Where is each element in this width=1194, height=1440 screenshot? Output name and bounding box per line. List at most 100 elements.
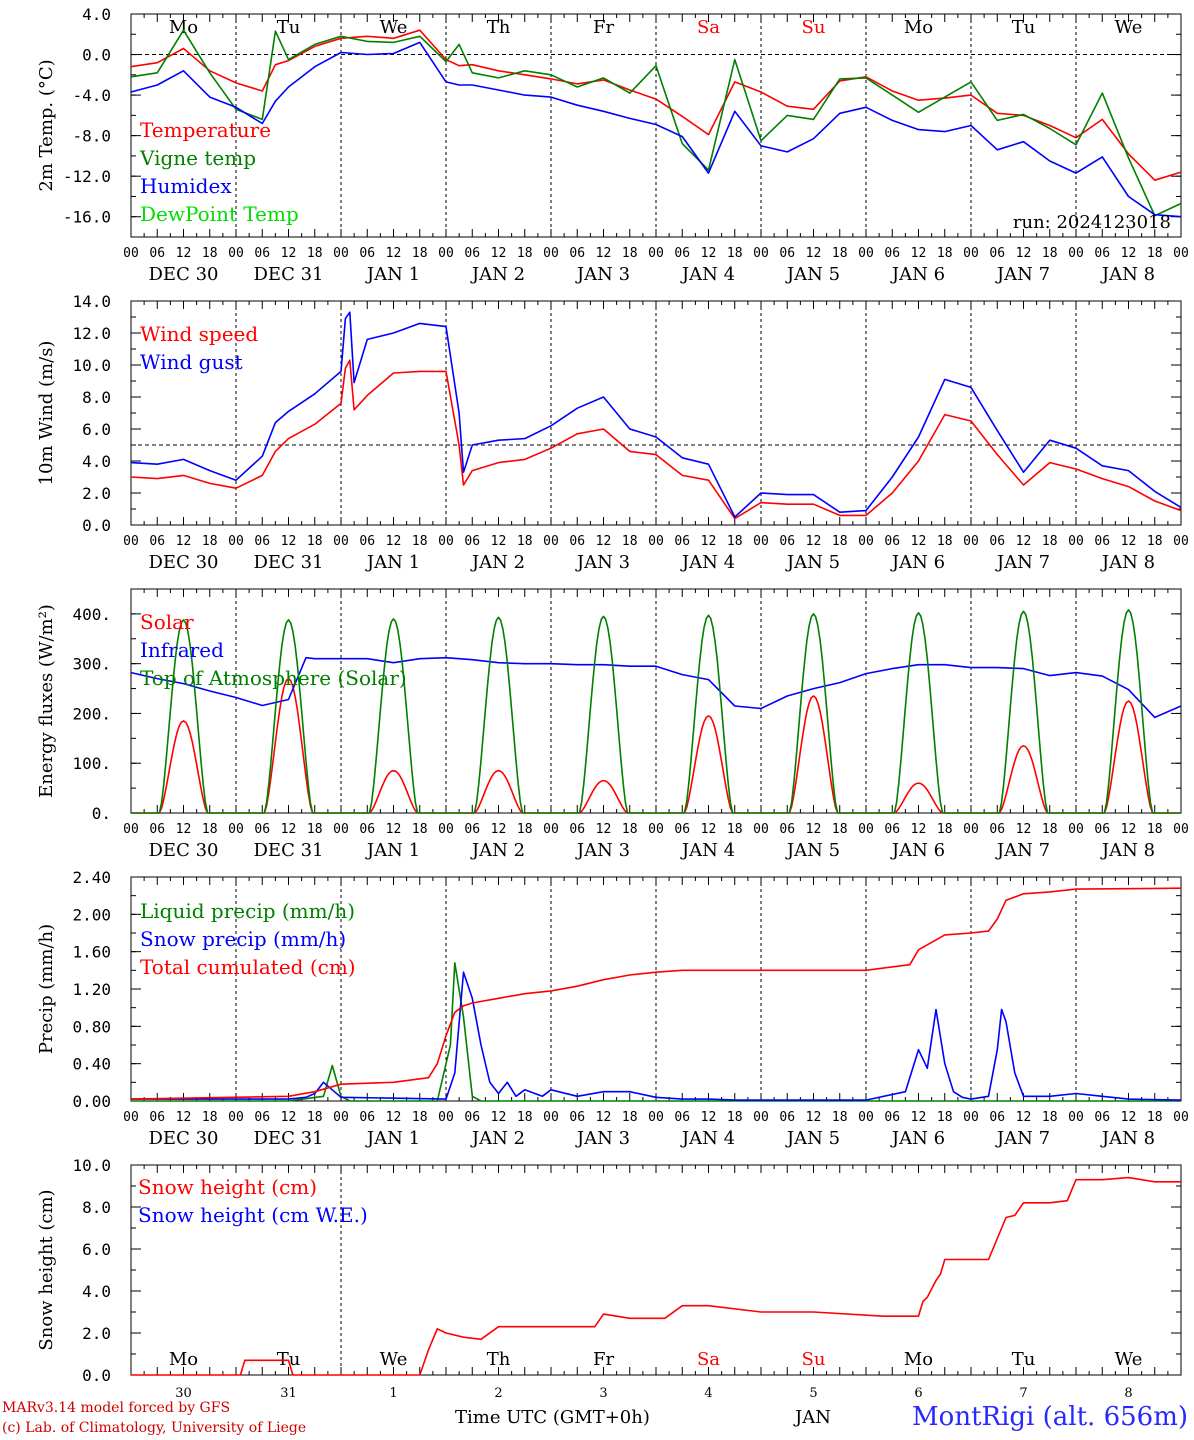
hour-tick-label: 06 (989, 534, 1005, 549)
date-label: DEC 30 (149, 264, 219, 285)
weekday-label: Su (802, 17, 826, 38)
y-tick-label: 4.0 (82, 1282, 111, 1301)
y-tick-label: 1.60 (72, 943, 111, 962)
date-label: JAN 8 (1100, 840, 1155, 861)
hour-tick-label: 00 (123, 246, 139, 261)
day-number-label: 30 (175, 1386, 192, 1401)
hour-tick-label: 00 (123, 1110, 139, 1125)
hour-tick-label: 12 (491, 822, 507, 837)
hour-tick-label: 00 (963, 246, 979, 261)
legend-entry: Wind gust (140, 350, 243, 374)
hour-tick-label: 00 (1068, 822, 1084, 837)
hour-tick-label: 06 (569, 246, 585, 261)
legend-entry: Infrared (140, 638, 224, 662)
hour-tick-label: 06 (254, 1110, 270, 1125)
day-number-label: 31 (280, 1386, 297, 1401)
weekday-label: We (1115, 1349, 1143, 1370)
hour-tick-label: 18 (1042, 1110, 1058, 1125)
hour-tick-label: 00 (543, 246, 559, 261)
date-label: JAN 2 (470, 264, 525, 285)
weekday-label: Tu (1012, 17, 1036, 38)
series-line-humidex (130, 41, 1182, 218)
weekday-label: Su (802, 1349, 826, 1370)
hour-tick-label: 18 (517, 534, 533, 549)
y-tick-label: 0.0 (82, 1366, 111, 1385)
hour-tick-label: 18 (1042, 822, 1058, 837)
weekday-label: We (380, 17, 408, 38)
hour-tick-label: 18 (937, 246, 953, 261)
weekday-label: Tu (1012, 1349, 1036, 1370)
hour-tick-label: 12 (386, 1110, 402, 1125)
panel-3-frame (130, 588, 1182, 814)
hour-tick-label: 12 (911, 1110, 927, 1125)
date-label: JAN 5 (785, 840, 840, 861)
hour-tick-label: 12 (1016, 534, 1032, 549)
hour-tick-label: 00 (753, 822, 769, 837)
hour-tick-label: 06 (359, 246, 375, 261)
y-tick-label: 0.0 (82, 46, 111, 65)
hour-tick-label: 18 (412, 246, 428, 261)
hour-tick-label: 18 (412, 822, 428, 837)
weekday-label: We (1115, 17, 1143, 38)
y-tick-label: 10.0 (72, 356, 111, 375)
day-number-label: 7 (1019, 1386, 1027, 1401)
date-label: DEC 30 (149, 1128, 219, 1149)
hour-tick-label: 06 (989, 246, 1005, 261)
day-number-label: 3 (599, 1386, 607, 1401)
hour-tick-label: 00 (1068, 246, 1084, 261)
weekday-label: Th (487, 17, 511, 38)
hour-tick-label: 06 (884, 1110, 900, 1125)
hour-tick-label: 12 (386, 246, 402, 261)
hour-tick-label: 18 (937, 1110, 953, 1125)
hour-tick-label: 06 (779, 246, 795, 261)
hour-tick-label: 00 (1173, 534, 1189, 549)
date-label: JAN 7 (995, 1128, 1050, 1149)
lab-credit: (c) Lab. of Climatology, University of L… (2, 1420, 307, 1436)
hour-tick-label: 18 (307, 534, 323, 549)
hour-tick-label: 12 (911, 534, 927, 549)
hour-tick-label: 18 (832, 534, 848, 549)
hour-tick-label: 12 (596, 1110, 612, 1125)
hour-tick-label: 12 (176, 1110, 192, 1125)
series-line-snow-precip-mm-h- (131, 971, 1182, 1101)
date-label: JAN 7 (995, 840, 1050, 861)
hour-tick-label: 12 (596, 246, 612, 261)
hour-tick-label: 00 (963, 822, 979, 837)
date-label: JAN 4 (680, 1128, 735, 1149)
y-tick-label: 300. (72, 655, 111, 674)
hour-tick-label: 06 (254, 534, 270, 549)
hour-tick-label: 12 (1016, 246, 1032, 261)
hour-tick-label: 12 (911, 822, 927, 837)
y-axis-label: Precip (mm/h) (36, 924, 57, 1054)
hour-tick-label: 00 (753, 246, 769, 261)
date-label: JAN 2 (470, 552, 525, 573)
hour-tick-label: 00 (333, 822, 349, 837)
hour-tick-label: 18 (412, 1110, 428, 1125)
day-number-label: 2 (494, 1386, 502, 1401)
hour-tick-label: 00 (858, 822, 874, 837)
hour-tick-label: 18 (202, 822, 218, 837)
y-tick-label: 0.40 (72, 1055, 111, 1074)
y-axis-label: Energy fluxes (W/m²) (36, 604, 57, 798)
hour-tick-label: 00 (438, 1110, 454, 1125)
hour-tick-label: 18 (202, 1110, 218, 1125)
hour-tick-label: 18 (937, 534, 953, 549)
hour-tick-label: 06 (884, 246, 900, 261)
date-label: JAN 1 (365, 552, 420, 573)
hour-tick-label: 00 (1068, 1110, 1084, 1125)
hour-tick-label: 06 (779, 1110, 795, 1125)
y-tick-label: 200. (72, 704, 111, 723)
series-line-infrared (130, 656, 1182, 719)
hour-tick-label: 18 (307, 1110, 323, 1125)
series-line-snow-height-cm- (131, 1176, 1181, 1376)
date-label: JAN 6 (890, 840, 945, 861)
hour-tick-label: 18 (622, 1110, 638, 1125)
hour-tick-label: 12 (1121, 246, 1137, 261)
hour-tick-label: 00 (648, 822, 664, 837)
station-name: MontRigi (alt. 656m) (912, 1402, 1188, 1432)
hour-tick-label: 18 (832, 822, 848, 837)
hour-tick-label: 12 (281, 1110, 297, 1125)
hour-tick-label: 00 (648, 1110, 664, 1125)
hour-tick-label: 00 (333, 246, 349, 261)
date-label: JAN 8 (1100, 552, 1155, 573)
